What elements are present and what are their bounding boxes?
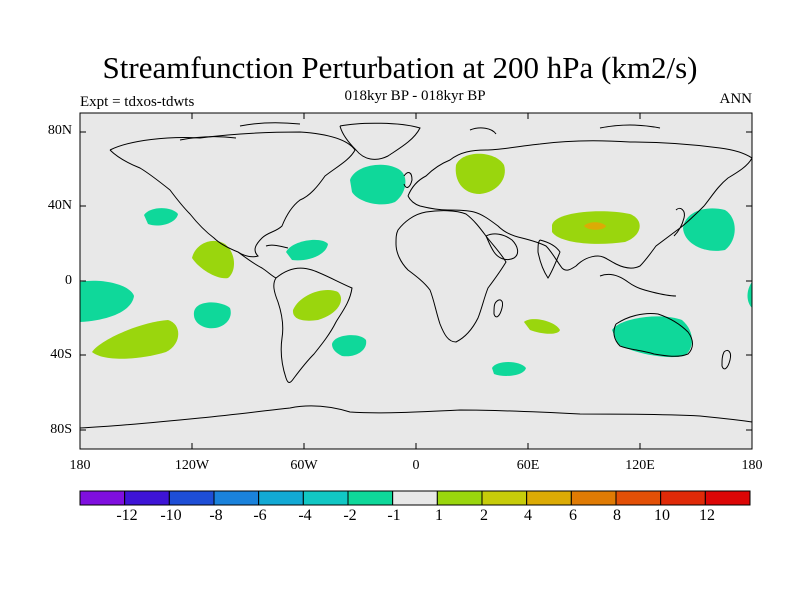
lon-tick-label: 60W xyxy=(290,458,318,473)
colorbar-box xyxy=(168,490,215,506)
chart-title: Streamfunction Perturbation at 200 hPa (… xyxy=(102,50,698,85)
axis-ticks xyxy=(79,113,753,449)
colorbar-label: -4 xyxy=(298,507,312,524)
coastline-antarctica xyxy=(79,405,753,429)
colorbar-label: 1 xyxy=(435,507,443,524)
anomaly-patch-south-atlantic xyxy=(332,335,367,357)
colorbar-box xyxy=(704,490,751,506)
anomaly-patch-south-pacific-west xyxy=(80,280,134,322)
colorbar-label: 12 xyxy=(699,507,715,524)
coastline-north-america xyxy=(109,131,356,258)
anomaly-patch-caribbean xyxy=(286,239,328,261)
colorbar-label: 4 xyxy=(524,507,532,524)
anomaly-patch-australia xyxy=(612,316,692,358)
coastline-south-america xyxy=(273,267,353,383)
experiment-label: Expt = tdxos-tdwts xyxy=(80,94,195,110)
lon-tick-label: 120E xyxy=(625,458,655,473)
lat-tick-label: 80N xyxy=(47,123,72,138)
coastline-australia xyxy=(613,313,693,357)
lon-tick-label: 60E xyxy=(516,458,540,473)
colorbar-box xyxy=(436,490,483,506)
lon-tick-label: 0 xyxy=(412,458,420,473)
colorbar-box xyxy=(213,490,260,506)
colorbar xyxy=(79,490,751,506)
colorbar-label: 6 xyxy=(569,507,577,524)
colorbar-box xyxy=(302,490,349,506)
coastline-central-america xyxy=(237,251,277,279)
colorbar-box xyxy=(258,490,304,506)
lon-tick-label: 180 xyxy=(69,458,91,473)
coastline-madagascar xyxy=(493,299,503,318)
coastline-arctic-islands xyxy=(179,122,661,141)
anomaly-patch-tibet-max xyxy=(584,222,606,230)
colorbar-label: 8 xyxy=(613,507,621,524)
colorbar-label: -12 xyxy=(116,507,138,524)
colorbar-box xyxy=(347,490,394,506)
anomaly-patch-east-pacific-edge xyxy=(747,282,752,308)
lat-tick-label: 40S xyxy=(50,347,72,362)
colorbar-label: -6 xyxy=(253,507,267,524)
colorbar-box xyxy=(79,490,126,506)
colorbar-box xyxy=(392,490,438,506)
anomaly-patches xyxy=(80,153,752,376)
lat-tick-label: 80S xyxy=(50,422,72,437)
colorbar-box xyxy=(570,490,617,506)
anomaly-patch-central-america xyxy=(192,240,235,279)
anomaly-patch-indian-ocean xyxy=(524,319,560,334)
coastline-new-zealand xyxy=(721,349,731,370)
lon-tick-label: 180 xyxy=(741,458,763,473)
colorbar-label: 10 xyxy=(654,507,670,524)
anomaly-patch-south-pacific-subtropical xyxy=(92,320,179,359)
colorbar-box xyxy=(481,490,528,506)
anomaly-patch-south-pacific-east xyxy=(193,302,231,329)
colorbar-label: -2 xyxy=(343,507,357,524)
coastlines xyxy=(79,122,753,429)
season-label: ANN xyxy=(719,91,753,107)
anomaly-patch-east-pacific-north xyxy=(144,208,178,226)
colorbar-label: -8 xyxy=(209,507,223,524)
coastline-eurasia xyxy=(407,140,753,271)
colorbar-label: -1 xyxy=(387,507,401,524)
lat-tick-label: 40N xyxy=(47,198,72,213)
colorbar-box xyxy=(660,490,706,506)
map-background xyxy=(80,113,752,449)
coastline-india xyxy=(537,239,561,279)
chart-subtitle: 018kyr BP - 018kyr BP xyxy=(344,88,486,104)
colorbar-box xyxy=(526,490,572,506)
coastline-greenland xyxy=(339,122,421,160)
anomaly-patch-southern-ocean xyxy=(492,362,526,376)
colorbar-box xyxy=(124,490,170,506)
anomaly-patch-scandinavia xyxy=(455,153,505,194)
lon-tick-label: 120W xyxy=(174,458,210,473)
coastline-africa xyxy=(395,210,507,343)
colorbar-label: -10 xyxy=(160,507,182,524)
lat-tick-label: 0 xyxy=(65,273,72,288)
colorbar-label: 2 xyxy=(480,507,488,524)
colorbar-box xyxy=(615,490,662,506)
coastline-arabia xyxy=(485,233,519,261)
anomaly-patch-north-atlantic xyxy=(350,164,406,205)
anomaly-patch-south-america xyxy=(292,290,342,321)
coastline-british-isles xyxy=(403,172,413,188)
anomaly-patch-north-pacific-east xyxy=(683,208,735,251)
coastline-southeast-asia xyxy=(599,273,677,297)
coastline-caribbean xyxy=(265,244,289,249)
coastline-japan xyxy=(673,207,685,237)
